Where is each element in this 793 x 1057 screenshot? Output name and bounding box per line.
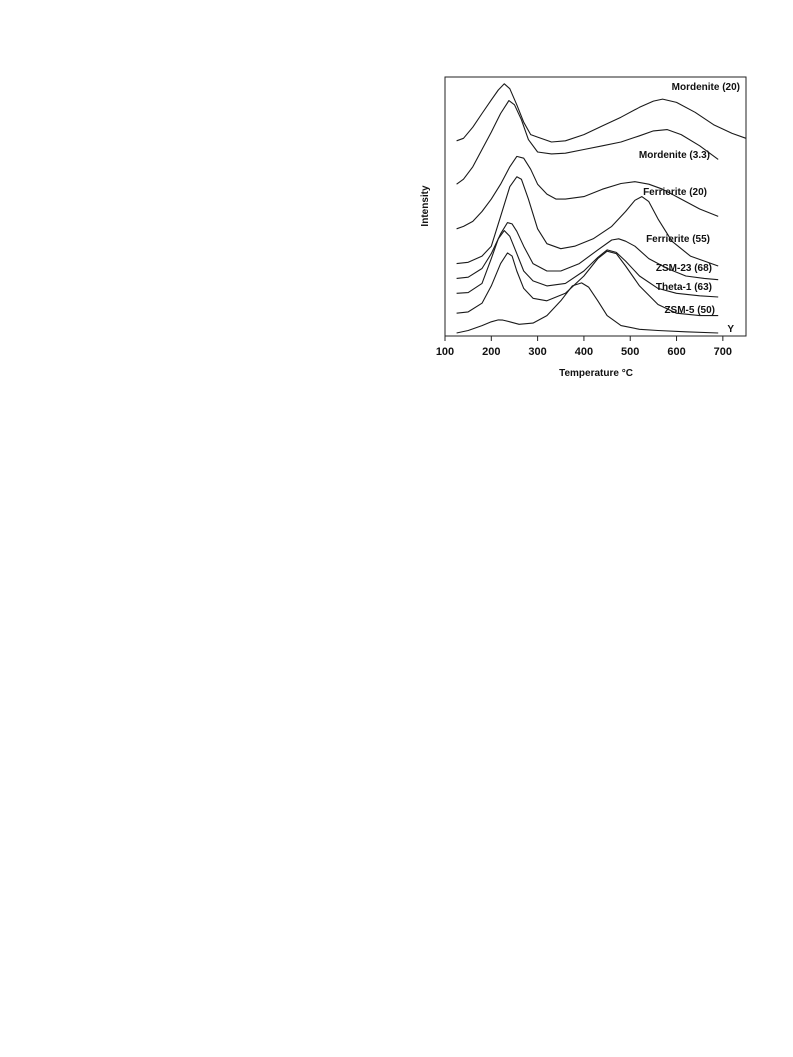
series-line-2: [456, 100, 719, 185]
series-line-3: [456, 155, 719, 230]
x-tick-label-300: 300: [528, 346, 546, 358]
series-line-1: [456, 83, 747, 143]
series-label-4: Ferrierite (55): [646, 234, 710, 245]
x-tick-label-200: 200: [482, 346, 500, 358]
series-line-4: [456, 176, 719, 267]
series-line-7: [456, 250, 719, 317]
y-axis-title: Intensity: [420, 185, 431, 227]
series-lines: [456, 83, 747, 334]
x-axis-title: Temperature °C: [559, 368, 633, 379]
series-labels: Mordenite (20) Mordenite (3.3) Ferrierite …: [639, 82, 740, 335]
x-tick-label-600: 600: [667, 346, 685, 358]
x-axis-ticks: 100 200 300 400 500 600 700: [436, 336, 732, 358]
series-label-8: Y: [727, 324, 734, 335]
series-label-2: Mordenite (3.3): [639, 150, 710, 161]
series-label-7: ZSM-5 (50): [664, 305, 715, 316]
x-tick-label-500: 500: [621, 346, 639, 358]
series-label-6: Theta-1 (63): [656, 282, 712, 293]
x-tick-label-700: 700: [714, 346, 732, 358]
x-tick-label-400: 400: [575, 346, 593, 358]
series-label-3: Ferrierite (20): [643, 187, 707, 198]
series-line-6: [456, 230, 719, 298]
series-line-8: [456, 282, 719, 334]
series-label-5: ZSM-23 (68): [656, 263, 712, 274]
series-label-1: Mordenite (20): [672, 82, 740, 93]
x-tick-label-100: 100: [436, 346, 454, 358]
